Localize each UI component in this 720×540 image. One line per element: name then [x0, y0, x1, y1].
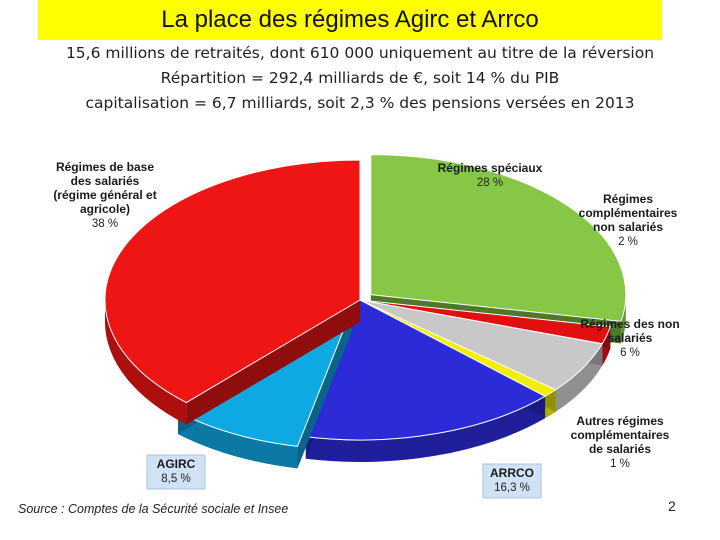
slice-value-label-1: 2 %: [618, 236, 638, 248]
slice-label-text-1-2: non salariés: [593, 220, 663, 234]
slice-label-text-6-0: Régimes de base: [56, 160, 154, 174]
pie-slice-wall-6: [105, 300, 187, 425]
slice-value-label-4: 16,3 %: [494, 482, 530, 494]
slice-label-text-1-1: complémentaires: [579, 206, 678, 220]
slice-label-text-1-0: Régimes: [603, 192, 653, 206]
slice-value-label-0: 28 %: [477, 177, 503, 189]
slice-label-text-3-1: complémentaires: [571, 428, 670, 442]
slice-label-text-5-0: AGIRC: [157, 457, 196, 471]
slide-title: La place des régimes Agirc et Arrco: [38, 0, 662, 40]
slice-label-text-4-0: ARRCO: [490, 466, 534, 480]
slice-label-box-5: [146, 454, 206, 490]
pie-slice-top-0: [370, 154, 627, 322]
slice-label-text-6-3: agricole): [80, 202, 130, 216]
subtitle-line-2: Répartition = 292,4 milliards de €, soit…: [160, 69, 560, 87]
pie-slice-wall-5: [177, 412, 298, 469]
pie-slice-top-6: [104, 159, 361, 404]
slice-label-text-0-0: Régimes spéciaux: [438, 161, 543, 175]
source-note: Source : Comptes de la Sécurité sociale …: [18, 502, 289, 516]
subtitle-line-3: capitalisation = 6,7 milliards, soit 2,3…: [85, 94, 635, 112]
slice-label-text-6-2: (régime général et: [53, 188, 156, 202]
slice-label-4: ARRCO 16,3 %: [482, 463, 542, 499]
slice-label-text-3-2: de salariés: [589, 442, 651, 456]
pie-slice-6: [104, 159, 361, 425]
slice-value-label-5: 8,5 %: [161, 473, 190, 485]
pie-slice-side-5-0: [297, 309, 352, 469]
page-number: 2: [668, 498, 676, 514]
slice-label-text-6-1: des salariés: [71, 174, 140, 188]
slice-label-text-2-0: Régimes des non: [580, 317, 679, 331]
subtitle-line-1: 15,6 millions de retraités, dont 610 000…: [65, 44, 655, 62]
slice-value-label-2: 6 %: [620, 347, 640, 359]
pie-slice-wall-4: [305, 396, 546, 462]
pie-slice-top-4: [305, 299, 547, 441]
slice-label-5: AGIRC 8,5 %: [146, 454, 206, 490]
pie-slice-wall-0: [621, 294, 626, 344]
pie-slice-side-6-0: [186, 300, 360, 425]
slice-label-0: Régimes spéciaux 28 %: [438, 161, 543, 189]
slice-label-text-2-1: salariés: [608, 331, 653, 345]
slice-label-text-3-0: Autres régimes: [576, 414, 664, 428]
slice-value-label-6: 38 %: [92, 218, 118, 230]
slice-value-label-3: 1 %: [610, 458, 630, 470]
slice-label-box-4: [482, 463, 542, 499]
